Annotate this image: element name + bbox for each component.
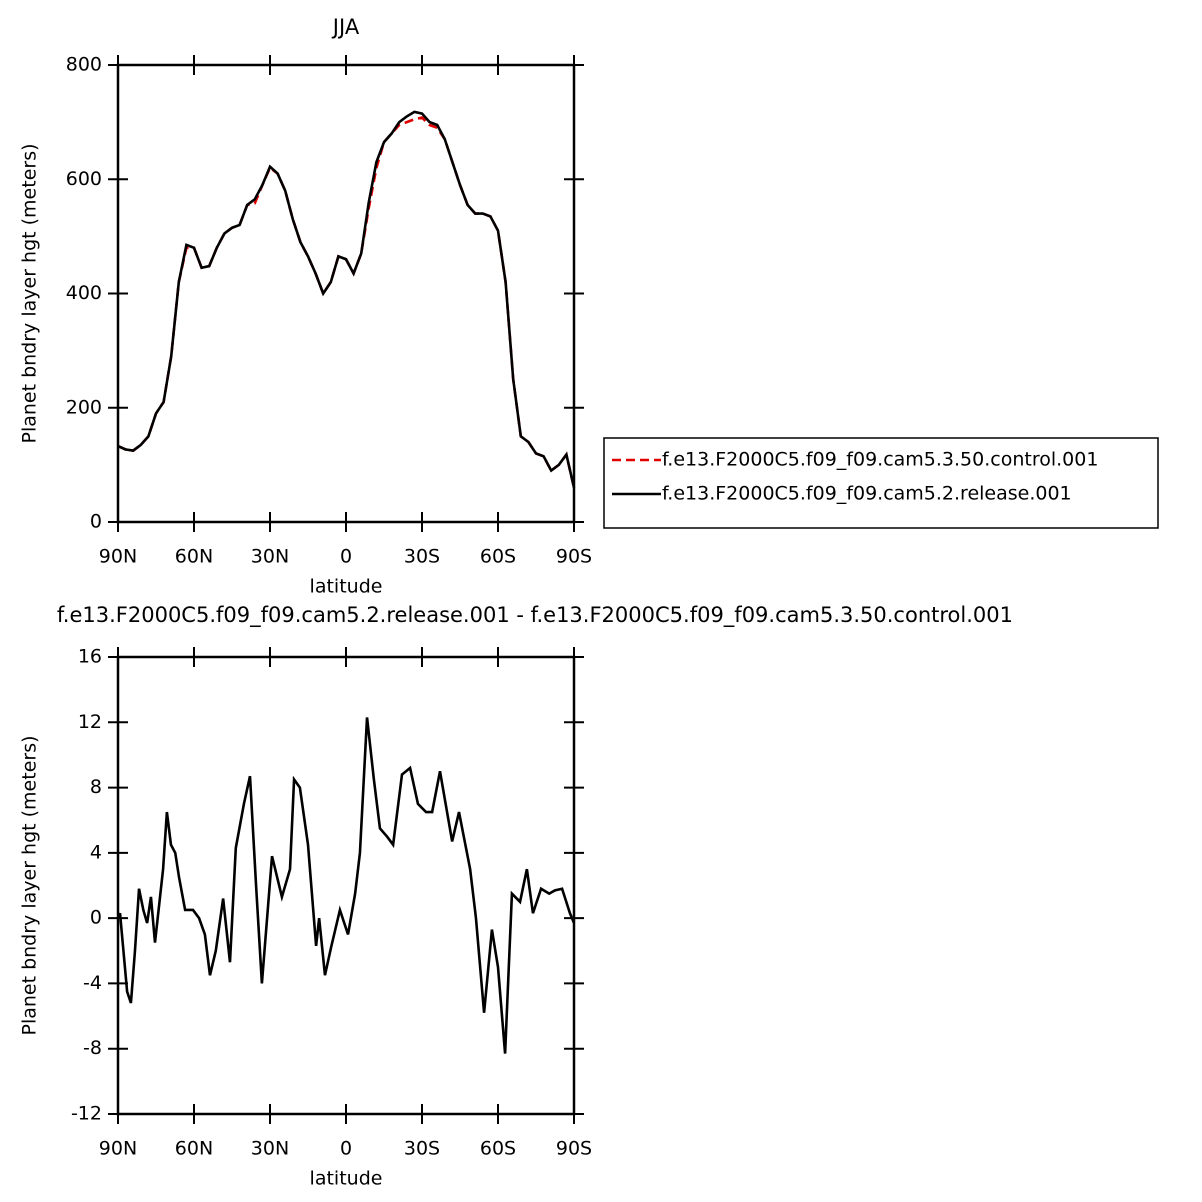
y-tick-label: 0 xyxy=(90,511,102,533)
x-tick-label: 90N xyxy=(99,546,137,568)
plot-frame xyxy=(116,63,576,524)
y-tick-label: 16 xyxy=(78,646,102,668)
x-tick-label: 30N xyxy=(251,1138,289,1160)
legend-label: f.e13.F2000C5.f09_f09.cam5.2.release.001 xyxy=(662,483,1072,505)
y-tick-label: -8 xyxy=(83,1037,102,1059)
y-tick-label: -12 xyxy=(71,1103,102,1125)
x-tick-label: 0 xyxy=(340,1138,352,1160)
data-line xyxy=(116,717,576,1054)
x-tick-label: 60S xyxy=(480,1138,516,1160)
chart-title: JJA xyxy=(331,15,360,39)
data-line xyxy=(117,110,576,489)
plot-frame xyxy=(116,655,576,1116)
y-tick-label: -4 xyxy=(83,972,102,994)
x-tick-label: 90S xyxy=(556,546,592,568)
x-tick-label: 90S xyxy=(556,1138,592,1160)
y-tick-label: 8 xyxy=(90,776,102,798)
x-tick-label: 0 xyxy=(340,546,352,568)
x-tick-label: 30S xyxy=(404,1138,440,1160)
x-tick-label: 90N xyxy=(99,1138,137,1160)
chart-title: f.e13.F2000C5.f09_f09.cam5.2.release.001… xyxy=(57,603,1013,628)
y-tick-label: 400 xyxy=(66,282,102,304)
y-tick-label: 12 xyxy=(78,711,102,733)
y-axis-label: Planet bndry layer hgt (meters) xyxy=(19,735,41,1035)
x-axis-label: latitude xyxy=(310,1168,383,1190)
legend-box xyxy=(603,437,1159,529)
x-tick-label: 30S xyxy=(404,546,440,568)
x-tick-label: 60S xyxy=(480,546,516,568)
data-line xyxy=(117,116,576,489)
y-tick-label: 800 xyxy=(66,54,102,76)
y-axis-label: Planet bndry layer hgt (meters) xyxy=(19,143,41,443)
legend-label: f.e13.F2000C5.f09_f09.cam5.3.50.control.… xyxy=(662,449,1098,471)
x-axis-label: latitude xyxy=(310,576,383,598)
x-tick-label: 30N xyxy=(251,546,289,568)
y-tick-label: 0 xyxy=(90,907,102,929)
y-tick-label: 4 xyxy=(90,841,102,863)
x-tick-label: 60N xyxy=(175,546,213,568)
x-tick-label: 60N xyxy=(175,1138,213,1160)
y-tick-label: 200 xyxy=(66,396,102,418)
y-tick-label: 600 xyxy=(66,168,102,190)
